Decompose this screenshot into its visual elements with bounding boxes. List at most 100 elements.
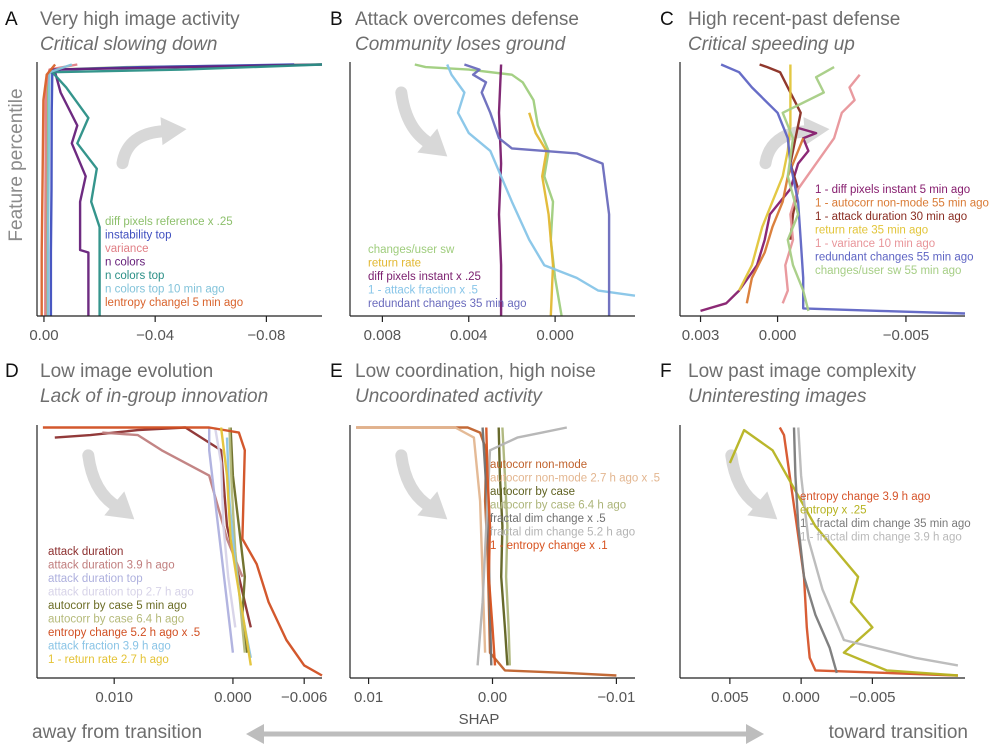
legend-entry: attack fraction 3.9 h ago <box>48 641 171 653</box>
trend-arrow <box>395 86 448 157</box>
series-line <box>51 63 323 316</box>
legend-entry: 1 - fractal dim change 3.9 h ago <box>800 532 962 544</box>
trend-arrow <box>759 117 830 170</box>
legend-entry: instability top <box>105 230 171 242</box>
legend-entry: autocorr non-mode <box>490 459 587 471</box>
legend-entry: 1 - fractal dim change 35 min ago <box>800 518 971 530</box>
legend-entry: autocorr by case 6.4 h ago <box>490 500 626 512</box>
x-tick-label: 0.01 <box>354 689 383 706</box>
trend-arrow <box>725 449 778 520</box>
toward-transition-label: toward transition <box>829 722 968 743</box>
panel-subtitle: Critical slowing down <box>40 34 217 55</box>
legend-entry: variance <box>105 243 148 255</box>
series-line <box>54 426 252 628</box>
legend-entry: attack duration top 2.7 h ago <box>48 587 194 599</box>
panel-title: Low image evolution <box>40 361 213 382</box>
legend-entry: redundant changes 35 min ago <box>368 298 527 310</box>
legend-entry: n colors <box>105 257 146 269</box>
panel-d: D Low image evolution Lack of in-group inn… <box>5 361 327 706</box>
series-line <box>207 427 235 653</box>
x-tick-label: −0.01 <box>597 689 635 706</box>
trend-arrow <box>116 117 187 170</box>
panel-b: B Attack overcomes defense Community loses… <box>330 9 636 344</box>
panel-title: Low past image complexity <box>688 361 917 382</box>
legend-entry: 1 - attack fraction x .5 <box>368 285 478 297</box>
series-line <box>213 427 237 628</box>
legend-entry: attack duration <box>48 546 123 558</box>
legend-entry: attack duration 3.9 h ago <box>48 560 175 572</box>
panel-title: Very high image activity <box>40 9 240 30</box>
panel-subtitle: Community loses ground <box>355 34 567 55</box>
legend-entry: diff pixels reference x .25 <box>105 216 233 228</box>
panel-f: F Low past image complexity Uninteresting … <box>660 361 971 706</box>
legend-entry: return rate <box>368 258 421 270</box>
panel-subtitle: Uninteresting images <box>688 386 867 407</box>
legend-entry: entropy change 3.9 h ago <box>800 491 930 503</box>
legend-entry: 1 - variance 10 min ago <box>815 238 935 250</box>
panel-title: High recent-past defense <box>688 9 900 30</box>
legend-entry: autocorr non-mode 2.7 h ago x .5 <box>490 473 660 485</box>
panel-title: Low coordination, high noise <box>355 361 596 382</box>
x-tick-label: −0.006 <box>281 689 327 706</box>
legend-entry: entropy change 5.2 h ago x .5 <box>48 627 200 639</box>
series-line <box>485 427 497 666</box>
series-line <box>778 426 958 677</box>
panel-subtitle: Critical speeding up <box>688 34 855 55</box>
series-line <box>464 63 611 316</box>
legend-entry: n colors top 10 min ago <box>105 284 225 296</box>
legend-entry: changes/user sw 55 min ago <box>815 265 961 277</box>
trend-arrow <box>395 449 448 520</box>
legend-entry: return rate 35 min ago <box>815 225 928 237</box>
away-from-transition-label: away from transition <box>32 722 202 743</box>
series-line <box>497 427 509 666</box>
panel-title: Attack overcomes defense <box>355 9 579 30</box>
legend-entry: fractal dim change x .5 <box>490 513 606 525</box>
x-axis-label-shap: SHAP <box>459 711 500 728</box>
series-line <box>497 64 503 316</box>
y-axis-label: Feature percentile <box>6 88 27 241</box>
legend-entry: lentropy changel 5 min ago <box>105 297 243 309</box>
legend-entry: autocorr by case 5 min ago <box>48 600 187 612</box>
panel-letter: D <box>5 361 19 382</box>
x-tick-label: 0.004 <box>450 327 488 344</box>
x-tick-label: 0.00 <box>29 327 58 344</box>
legend-entry: 1 - diff pixels instant 5 min ago <box>815 184 970 196</box>
legend-entry: entropy x .25 <box>800 505 866 517</box>
x-tick-label: 0.008 <box>364 327 402 344</box>
series-line <box>46 63 73 316</box>
series-line <box>476 426 568 666</box>
series-line <box>728 428 958 677</box>
series-line <box>219 427 252 666</box>
legend-entry: attack duration top <box>48 573 143 585</box>
legend-entry: autocorr by case <box>490 486 575 498</box>
series-line <box>501 427 511 666</box>
panel-letter: B <box>330 9 343 30</box>
x-tick-label: −0.005 <box>883 327 929 344</box>
x-tick-label: 0.00 <box>478 689 507 706</box>
panel-subtitle: Uncoordinated activity <box>355 386 543 407</box>
series-line <box>40 63 57 316</box>
panel-subtitle: Lack of in-group innovation <box>40 386 268 407</box>
series-line <box>528 112 555 317</box>
series-line <box>42 426 323 677</box>
legend-entry: fractal dim change 5.2 h ago <box>490 527 635 539</box>
series-line <box>720 63 966 315</box>
legend-entry: 1 - return rate 2.7 h ago <box>48 654 169 666</box>
panel-letter: F <box>660 361 672 382</box>
series-line <box>700 126 818 313</box>
x-tick-label: −0.005 <box>849 689 895 706</box>
panel-letter: C <box>660 9 674 30</box>
series-line <box>781 66 835 312</box>
x-tick-label: 0.000 <box>214 689 252 706</box>
x-tick-label: −0.04 <box>136 327 174 344</box>
direction-arrow <box>246 724 764 744</box>
legend-entry: 1 - autocorr non-mode 55 min ago <box>815 198 989 210</box>
series-line <box>745 137 805 304</box>
panel-letter: A <box>5 9 18 30</box>
legend-entry: changes/user sw <box>368 244 455 256</box>
x-tick-label: 0.005 <box>711 689 749 706</box>
panels: A Very high image activity Critical slowin… <box>5 9 989 706</box>
legend-entry: redundant changes 55 min ago <box>815 252 974 264</box>
x-tick-label: 0.010 <box>95 689 133 706</box>
legend-entry: 1 - entropy change x .1 <box>490 540 608 552</box>
